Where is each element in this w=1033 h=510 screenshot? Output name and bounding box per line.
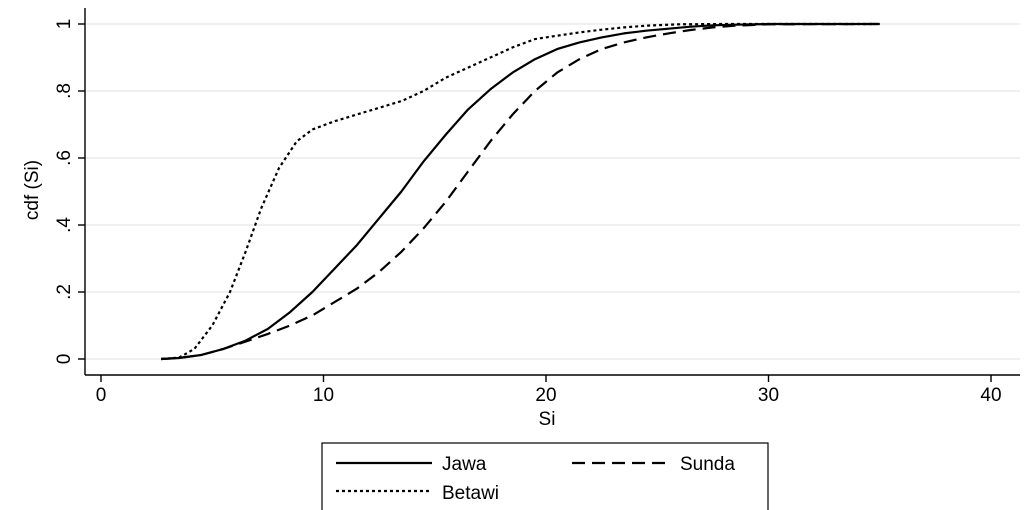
x-tick-label-1: 10	[313, 385, 334, 406]
x-axis-title: Si	[539, 409, 556, 430]
y-tick-label-4: .8	[54, 83, 75, 99]
y-tick-label-1: .2	[54, 284, 75, 300]
y-tick-label-3: .6	[54, 150, 75, 166]
series-line-jawa	[161, 22, 880, 361]
grid-lines	[85, 23, 1020, 360]
y-tick-label-0: 0	[54, 354, 75, 365]
x-tick-label-3: 30	[758, 385, 779, 406]
tick-marks	[78, 23, 992, 382]
series-line-sunda	[161, 22, 880, 361]
series-lines	[161, 22, 880, 361]
x-tick-label-2: 20	[535, 385, 556, 406]
legend-box	[321, 442, 769, 510]
y-tick-label-5: 1	[54, 19, 75, 30]
legend: Jawa Sunda Betawi	[321, 442, 769, 510]
x-tick-label-0: 0	[96, 385, 107, 406]
axes	[84, 8, 1020, 376]
y-tick-label-2: .4	[54, 217, 75, 233]
legend-label-sunda: Sunda	[680, 454, 735, 475]
y-axis-title: cdf (Si)	[22, 160, 43, 220]
x-tick-label-4: 40	[980, 385, 1001, 406]
series-line-betawi	[161, 22, 880, 361]
legend-label-betawi: Betawi	[442, 483, 499, 504]
legend-label-jawa: Jawa	[442, 454, 487, 475]
